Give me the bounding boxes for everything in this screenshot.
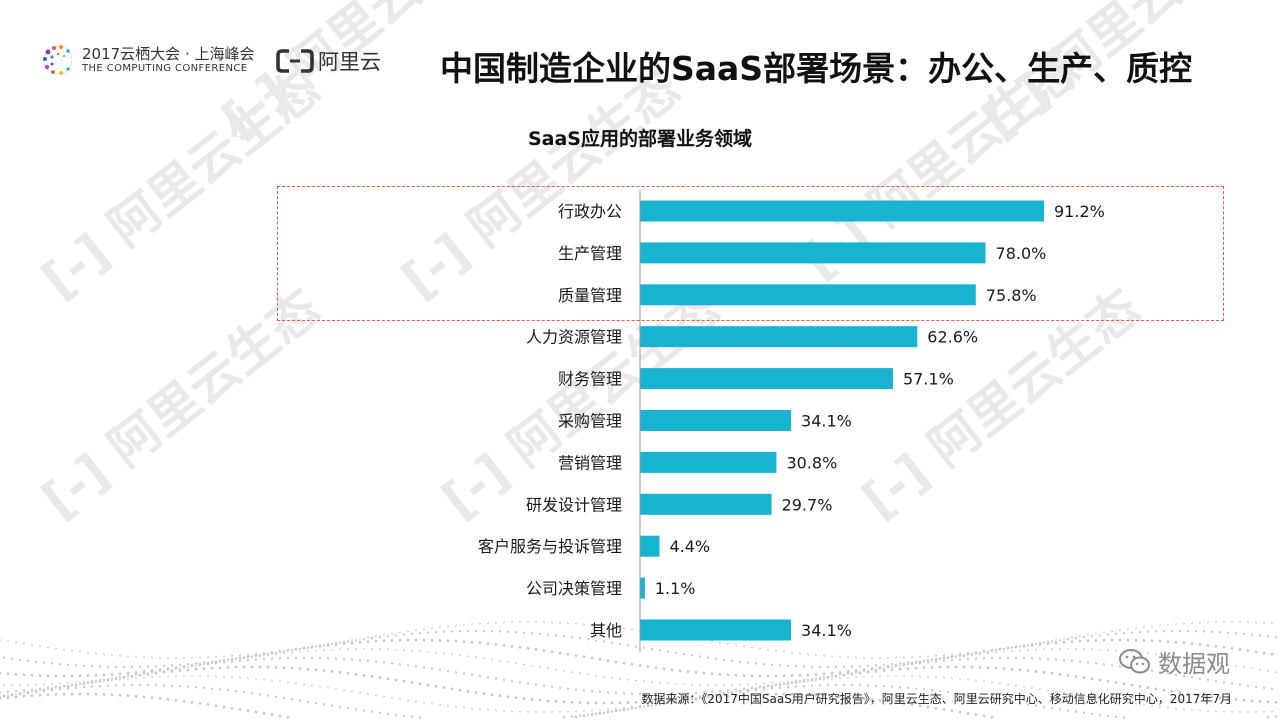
- bar: [640, 242, 986, 264]
- category-label: 质量管理: [558, 286, 622, 305]
- category-label: 公司决策管理: [526, 579, 622, 598]
- category-label: 客户服务与投诉管理: [478, 537, 622, 556]
- category-label: 其他: [590, 621, 622, 640]
- value-label: 34.1%: [801, 621, 852, 640]
- value-label: 91.2%: [1054, 202, 1105, 221]
- bar: [640, 577, 645, 599]
- aliyun-brand-text: 阿里云: [318, 50, 381, 74]
- bar: [640, 368, 893, 390]
- conference-name-cn: 2017云栖大会 · 上海峰会: [82, 45, 255, 64]
- value-label: 75.8%: [986, 286, 1037, 305]
- bar: [640, 326, 918, 348]
- wechat-account-name: 数据观: [1158, 650, 1230, 678]
- value-label: 30.8%: [786, 453, 837, 472]
- category-label: 采购管理: [558, 412, 622, 431]
- bar: [640, 619, 792, 641]
- bar: [640, 451, 777, 473]
- conference-name-en: THE COMPUTING CONFERENCE: [82, 62, 248, 74]
- wechat-icon: [1119, 648, 1150, 673]
- category-label: 研发设计管理: [526, 495, 622, 514]
- value-label: 1.1%: [655, 579, 696, 598]
- value-label: 62.6%: [927, 328, 978, 347]
- value-label: 34.1%: [801, 412, 852, 431]
- category-label: 财务管理: [558, 370, 622, 389]
- wechat-account: 数据观: [1118, 644, 1230, 679]
- highlight-box: [277, 186, 1224, 321]
- aliyun-bracket-icon: [276, 49, 314, 73]
- chart-title: SaaS应用的部署业务领域: [527, 128, 752, 150]
- category-label: 营销管理: [558, 453, 622, 472]
- bar: [640, 493, 772, 515]
- value-label: 57.1%: [903, 370, 954, 389]
- value-label: 78.0%: [996, 244, 1047, 263]
- category-label: 生产管理: [558, 244, 622, 263]
- source-note: 数据来源：《2017中国SaaS用户研究报告》，阿里云生态、阿里云研究中心、移动…: [641, 692, 1232, 706]
- category-label: 行政办公: [558, 202, 622, 221]
- conference-logo: 2017云栖大会 · 上海峰会 THE COMPUTING CONFERENCE: [40, 42, 254, 78]
- aliyun-logo: 阿里云: [276, 46, 381, 76]
- value-label: 4.4%: [669, 537, 710, 556]
- category-label: 人力资源管理: [526, 328, 622, 347]
- value-label: 29.7%: [782, 495, 833, 514]
- bar: [640, 284, 976, 306]
- bar: [640, 535, 660, 557]
- bar: [640, 200, 1044, 222]
- bar: [640, 410, 792, 431]
- conference-mark-icon: [43, 44, 73, 75]
- page-title: 中国制造企业的SaaS部署场景：办公、生产、质控: [440, 49, 1193, 88]
